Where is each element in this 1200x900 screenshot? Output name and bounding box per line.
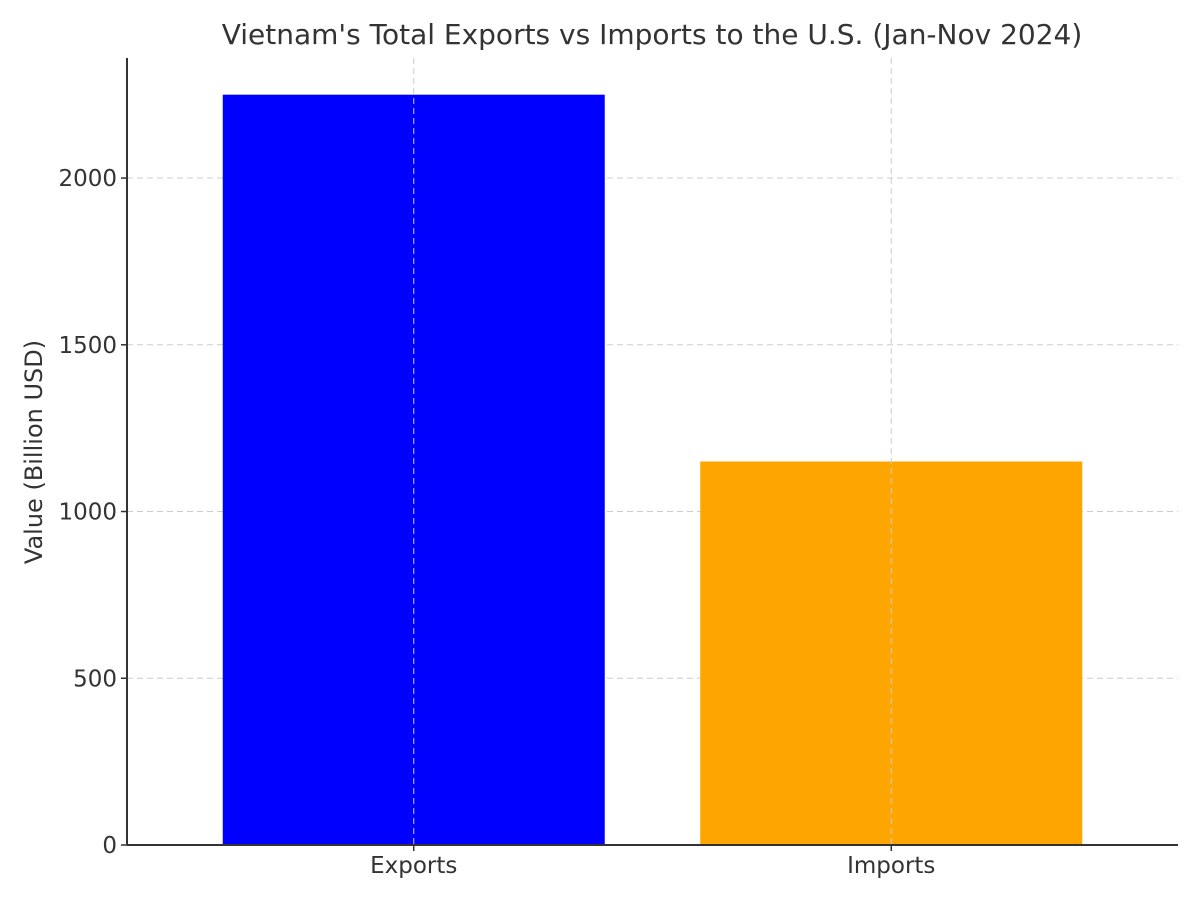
axes — [121, 58, 1178, 851]
x-tick-label: Exports — [370, 853, 457, 879]
y-tick-label: 0 — [102, 833, 117, 859]
x-tick-label: Imports — [847, 853, 935, 879]
y-tick-label: 1000 — [58, 500, 117, 526]
bars — [222, 58, 1083, 846]
y-tick-label: 500 — [73, 666, 117, 692]
y-axis-label: Value (Billion USD) — [20, 340, 48, 564]
chart-title: Vietnam's Total Exports vs Imports to th… — [222, 18, 1083, 51]
y-tick-label: 1500 — [58, 333, 117, 359]
tick-labels: 0 500 1000 1500 2000 Exports Imports — [58, 166, 935, 879]
y-tick-label: 2000 — [58, 166, 117, 192]
